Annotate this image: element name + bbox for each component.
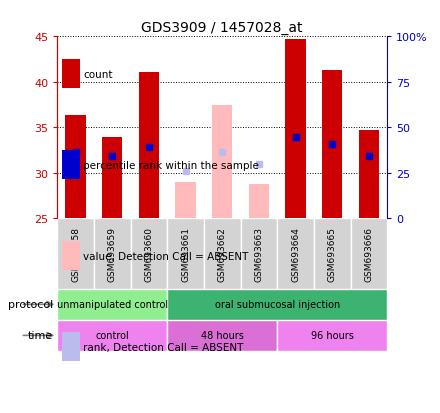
Bar <box>57 289 167 320</box>
Bar <box>322 71 342 219</box>
Text: GSM693665: GSM693665 <box>328 227 337 281</box>
Text: 48 hours: 48 hours <box>201 330 244 341</box>
Bar <box>351 219 387 289</box>
Bar <box>212 105 232 219</box>
Bar <box>94 219 131 289</box>
Text: GSM693663: GSM693663 <box>254 227 264 281</box>
Bar <box>66 115 86 219</box>
Bar <box>277 219 314 289</box>
Text: GSM693666: GSM693666 <box>364 227 374 281</box>
Bar <box>102 138 122 219</box>
Bar <box>167 219 204 289</box>
Text: GSM693664: GSM693664 <box>291 227 300 281</box>
Text: protocol: protocol <box>7 299 53 310</box>
Bar <box>286 40 306 219</box>
Bar <box>277 320 387 351</box>
Text: percentile rank within the sample: percentile rank within the sample <box>83 160 259 170</box>
Text: control: control <box>95 330 129 341</box>
Bar <box>249 184 269 219</box>
Bar <box>57 219 94 289</box>
Bar <box>139 73 159 219</box>
Bar <box>176 183 196 219</box>
Bar <box>57 320 167 351</box>
Bar <box>167 289 387 320</box>
Text: 96 hours: 96 hours <box>311 330 354 341</box>
Text: oral submucosal injection: oral submucosal injection <box>215 299 340 310</box>
Bar <box>131 219 167 289</box>
Text: GSM693661: GSM693661 <box>181 227 190 281</box>
Bar <box>359 131 379 219</box>
Bar <box>204 219 241 289</box>
Bar <box>167 320 277 351</box>
Text: unmanipulated control: unmanipulated control <box>57 299 168 310</box>
Bar <box>314 219 351 289</box>
Text: GSM693658: GSM693658 <box>71 227 80 281</box>
Text: value, Detection Call = ABSENT: value, Detection Call = ABSENT <box>83 251 249 261</box>
Text: GSM693662: GSM693662 <box>218 227 227 281</box>
Title: GDS3909 / 1457028_at: GDS3909 / 1457028_at <box>141 21 303 35</box>
Text: GSM693660: GSM693660 <box>144 227 154 281</box>
Text: GSM693659: GSM693659 <box>108 227 117 281</box>
Text: count: count <box>83 69 113 79</box>
Text: time: time <box>28 330 53 341</box>
Text: rank, Detection Call = ABSENT: rank, Detection Call = ABSENT <box>83 342 243 352</box>
Bar <box>241 219 277 289</box>
